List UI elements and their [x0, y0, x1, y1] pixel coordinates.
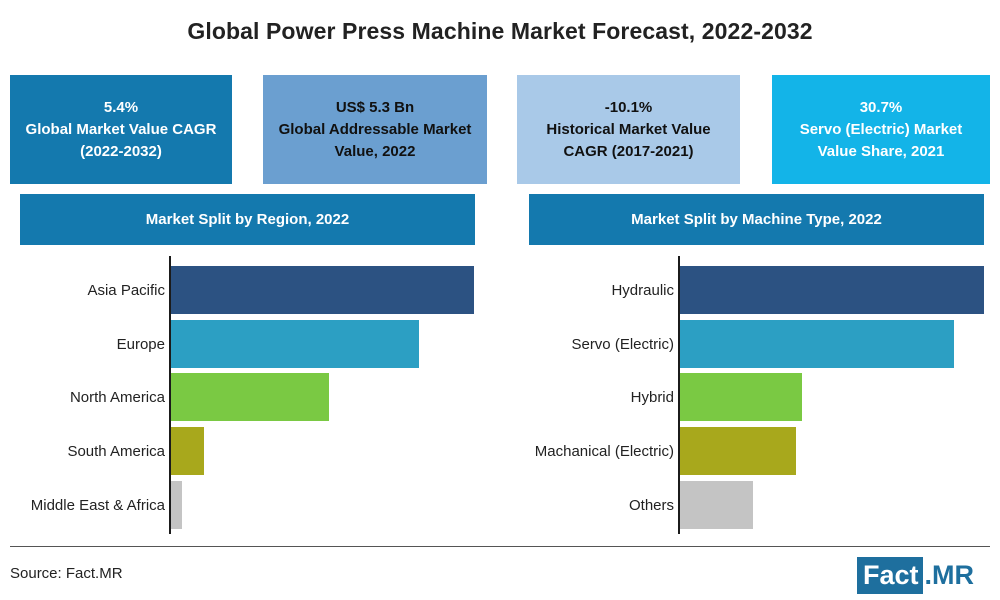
logo-dot-text: .: [924, 560, 933, 590]
factmr-logo: Fact . MR: [857, 557, 993, 594]
region-category-label: Europe: [116, 335, 165, 353]
kpi-box: 5.4% Global Market Value CAGR (2022-2032…: [10, 75, 232, 184]
machine-type-category-label: Hydraulic: [611, 281, 674, 299]
region-bar: [171, 320, 419, 368]
machine-type-axis-line: [678, 256, 680, 534]
region-axis-line: [169, 256, 171, 534]
machine-type-category-label: Servo (Electric): [571, 335, 674, 353]
region-category-label: Asia Pacific: [87, 281, 165, 299]
machine-type-panel-header: Market Split by Machine Type, 2022: [529, 194, 984, 245]
region-bar: [171, 427, 204, 475]
machine-type-bar: [680, 266, 984, 314]
kpi-box: US$ 5.3 Bn Global Addressable Market Val…: [263, 75, 487, 184]
footer-divider: [10, 546, 990, 547]
region-category-label: North America: [69, 388, 165, 406]
machine-type-bar: [680, 320, 954, 368]
machine-type-category-label: Hybrid: [630, 388, 674, 406]
machine-type-bar: [680, 481, 753, 529]
machine-type-category-label: Machanical (Electric): [534, 442, 674, 460]
region-category-label: South America: [67, 442, 165, 460]
kpi-box: 30.7% Servo (Electric) Market Value Shar…: [772, 75, 990, 184]
region-category-label: Middle East & Africa: [30, 496, 165, 514]
kpi-box: -10.1% Historical Market Value CAGR (201…: [517, 75, 740, 184]
region-panel-header: Market Split by Region, 2022: [20, 194, 475, 245]
region-bar: [171, 481, 182, 529]
logo-fact-text: Fact: [857, 557, 923, 594]
machine-type-category-label: Others: [628, 496, 674, 514]
region-bar: [171, 266, 474, 314]
source-note: Source: Fact.MR: [10, 565, 123, 582]
machine-type-bar: [680, 373, 802, 421]
machine-type-bar: [680, 427, 796, 475]
logo-mr-text: MR: [932, 560, 975, 590]
page-title: Global Power Press Machine Market Foreca…: [187, 18, 813, 44]
region-bar: [171, 373, 329, 421]
